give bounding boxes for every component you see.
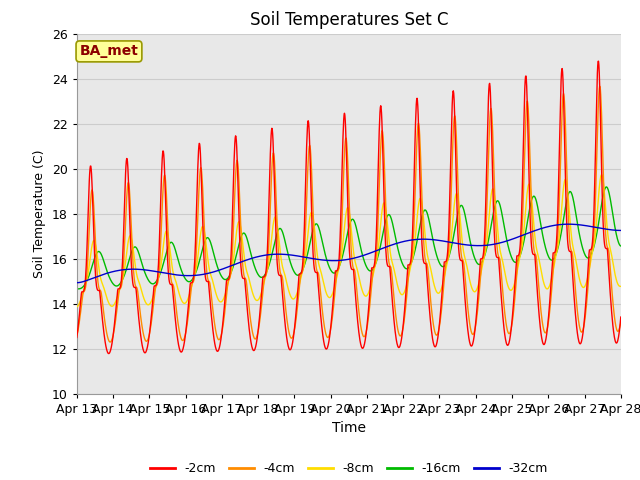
-32cm	[255, 253, 262, 259]
-2cm	[195, 156, 202, 161]
-8cm	[617, 284, 625, 289]
-32cm	[433, 237, 441, 243]
-32cm	[73, 280, 81, 286]
Line: -8cm: -8cm	[77, 175, 621, 307]
-8cm	[73, 304, 81, 310]
-32cm	[194, 272, 202, 278]
-4cm	[596, 84, 604, 89]
-16cm	[504, 243, 512, 249]
-2cm	[255, 320, 263, 325]
Line: -4cm: -4cm	[77, 86, 621, 342]
-2cm	[505, 341, 513, 347]
-2cm	[105, 351, 113, 357]
-4cm	[553, 246, 561, 252]
-2cm	[595, 58, 602, 64]
Title: Soil Temperatures Set C: Soil Temperatures Set C	[250, 11, 448, 29]
Legend: -2cm, -4cm, -8cm, -16cm, -32cm: -2cm, -4cm, -8cm, -16cm, -32cm	[145, 457, 553, 480]
-8cm	[433, 289, 441, 295]
-16cm	[255, 273, 262, 278]
-8cm	[504, 284, 512, 289]
-4cm	[505, 330, 513, 336]
-4cm	[195, 205, 202, 211]
-8cm	[180, 300, 188, 306]
-4cm	[106, 339, 114, 345]
-8cm	[598, 172, 605, 178]
-16cm	[552, 251, 560, 257]
Text: BA_met: BA_met	[79, 44, 138, 59]
-2cm	[553, 238, 561, 244]
-32cm	[180, 273, 188, 278]
-4cm	[181, 334, 189, 339]
-32cm	[552, 222, 560, 228]
Y-axis label: Soil Temperature (C): Soil Temperature (C)	[33, 149, 46, 278]
-8cm	[552, 252, 560, 257]
-4cm	[255, 323, 263, 329]
-4cm	[617, 320, 625, 326]
-16cm	[617, 243, 625, 249]
-2cm	[73, 335, 81, 340]
-8cm	[194, 254, 202, 260]
Line: -32cm: -32cm	[77, 224, 621, 283]
-2cm	[617, 314, 625, 320]
-16cm	[194, 264, 202, 270]
-16cm	[603, 184, 611, 190]
-2cm	[181, 336, 189, 341]
-4cm	[73, 333, 81, 338]
-2cm	[434, 337, 442, 343]
-4cm	[434, 331, 442, 337]
Line: -16cm: -16cm	[77, 187, 621, 289]
-16cm	[73, 286, 81, 292]
X-axis label: Time: Time	[332, 421, 366, 435]
-16cm	[433, 254, 441, 260]
-32cm	[564, 221, 572, 227]
-32cm	[504, 238, 512, 243]
Line: -2cm: -2cm	[77, 61, 621, 354]
-8cm	[255, 297, 262, 302]
-16cm	[180, 275, 188, 280]
-32cm	[617, 228, 625, 233]
